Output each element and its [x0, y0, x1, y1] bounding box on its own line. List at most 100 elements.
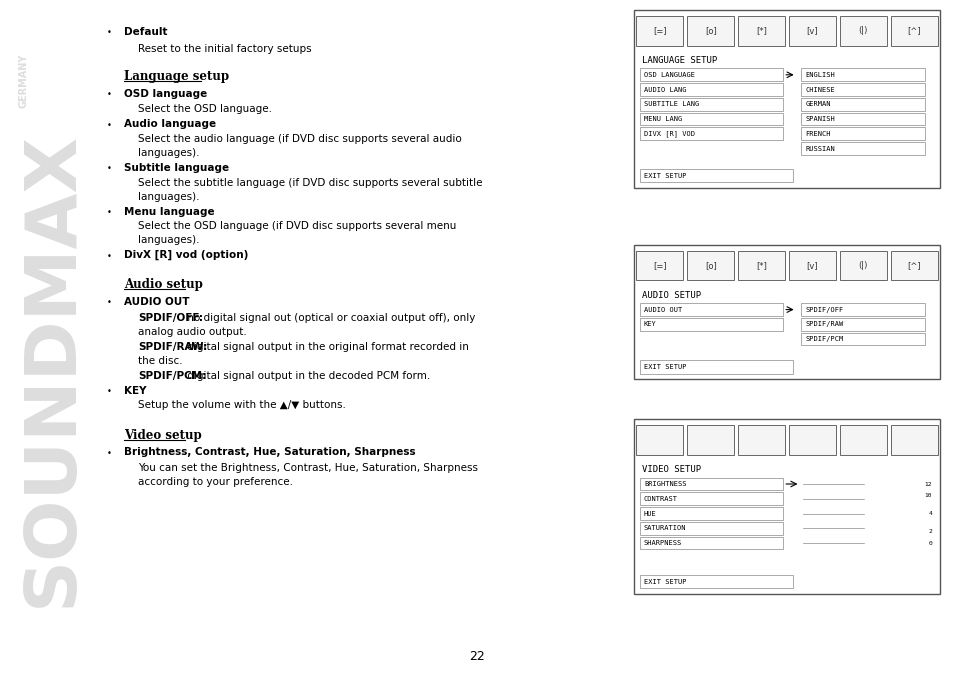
Bar — [801, 83, 923, 96]
Text: Select the subtitle language (if DVD disc supports several subtitle: Select the subtitle language (if DVD dis… — [138, 178, 482, 188]
Text: [*]: [*] — [756, 26, 766, 35]
Text: Select the audio language (if DVD disc supports several audio: Select the audio language (if DVD disc s… — [138, 134, 461, 144]
Text: EXIT SETUP: EXIT SETUP — [643, 578, 686, 585]
Text: [v]: [v] — [806, 26, 818, 35]
Text: CHINESE: CHINESE — [804, 86, 834, 92]
Bar — [639, 360, 792, 374]
Bar — [801, 68, 923, 81]
Bar — [636, 425, 682, 455]
Text: [=]: [=] — [653, 261, 666, 270]
Text: AUDIO OUT: AUDIO OUT — [124, 296, 190, 306]
Text: (|): (|) — [858, 261, 867, 270]
Text: •: • — [107, 164, 112, 173]
Bar — [639, 83, 782, 96]
Text: Audio setup: Audio setup — [124, 278, 203, 292]
Bar — [801, 303, 923, 316]
Text: languages).: languages). — [138, 192, 199, 202]
Text: digital signal output in the original format recorded in: digital signal output in the original fo… — [184, 342, 469, 352]
Bar — [839, 16, 886, 46]
Text: VIDEO SETUP: VIDEO SETUP — [641, 465, 700, 474]
Text: •: • — [107, 121, 112, 130]
Bar — [801, 98, 923, 111]
Bar — [634, 10, 939, 188]
Text: HUE: HUE — [643, 510, 656, 516]
Text: [*]: [*] — [756, 261, 766, 270]
Text: [^]: [^] — [906, 261, 920, 270]
Bar — [686, 16, 734, 46]
Text: [v]: [v] — [806, 261, 818, 270]
Text: SPDIF/PCM: SPDIF/PCM — [804, 336, 842, 342]
Text: SPDIF/PCM:: SPDIF/PCM: — [138, 371, 207, 381]
Text: Default: Default — [124, 27, 168, 37]
Bar — [639, 303, 782, 316]
Bar — [738, 16, 784, 46]
Bar — [839, 425, 886, 455]
Bar — [639, 492, 782, 505]
Text: •: • — [107, 387, 112, 396]
Text: Subtitle language: Subtitle language — [124, 163, 229, 173]
Text: SOUNDMAX: SOUNDMAX — [18, 131, 87, 607]
Bar — [639, 113, 782, 126]
Bar — [801, 142, 923, 155]
Text: [o]: [o] — [704, 261, 716, 270]
Bar — [636, 16, 682, 46]
Text: languages).: languages). — [138, 236, 199, 246]
Bar — [639, 98, 782, 111]
Text: Reset to the initial factory setups: Reset to the initial factory setups — [138, 44, 312, 53]
Text: FRENCH: FRENCH — [804, 131, 830, 137]
Bar — [890, 425, 937, 455]
Text: 2: 2 — [927, 529, 931, 534]
Text: AUDIO OUT: AUDIO OUT — [643, 306, 681, 313]
Bar — [801, 128, 923, 140]
Text: AUDIO SETUP: AUDIO SETUP — [641, 291, 700, 300]
Text: [o]: [o] — [704, 26, 716, 35]
Text: KEY: KEY — [643, 321, 656, 327]
Text: OSD language: OSD language — [124, 88, 207, 99]
Text: Select the OSD language.: Select the OSD language. — [138, 104, 272, 114]
Text: LANGUAGE SETUP: LANGUAGE SETUP — [641, 56, 717, 65]
Text: Menu language: Menu language — [124, 207, 214, 217]
Text: RUSSIAN: RUSSIAN — [804, 146, 834, 152]
Text: SPANISH: SPANISH — [804, 116, 834, 122]
Text: Brightness, Contrast, Hue, Saturation, Sharpness: Brightness, Contrast, Hue, Saturation, S… — [124, 448, 416, 458]
Text: ENGLISH: ENGLISH — [804, 72, 834, 78]
Bar — [639, 68, 782, 81]
Text: [^]: [^] — [906, 26, 920, 35]
Text: •: • — [107, 298, 112, 307]
Bar — [890, 251, 937, 280]
Text: 22: 22 — [469, 649, 484, 663]
Bar — [636, 251, 682, 280]
Text: SPDIF/OFF:: SPDIF/OFF: — [138, 313, 203, 323]
Text: according to your preference.: according to your preference. — [138, 477, 293, 487]
Text: Select the OSD language (if DVD disc supports several menu: Select the OSD language (if DVD disc sup… — [138, 221, 456, 232]
Text: [=]: [=] — [653, 26, 666, 35]
Text: •: • — [107, 90, 112, 99]
Bar — [788, 425, 835, 455]
Bar — [801, 113, 923, 126]
Text: SHARPNESS: SHARPNESS — [643, 540, 681, 546]
Text: BRIGHTNESS: BRIGHTNESS — [643, 481, 686, 487]
Text: AUDIO LANG: AUDIO LANG — [643, 86, 686, 92]
Text: You can set the Brightness, Contrast, Hue, Saturation, Sharpness: You can set the Brightness, Contrast, Hu… — [138, 463, 477, 473]
Text: KEY: KEY — [124, 385, 147, 396]
Text: Setup the volume with the ▲/▼ buttons.: Setup the volume with the ▲/▼ buttons. — [138, 400, 346, 410]
Bar — [639, 537, 782, 549]
Text: Audio language: Audio language — [124, 119, 216, 130]
Text: 10: 10 — [923, 493, 931, 498]
Bar — [801, 333, 923, 346]
Text: SPDIF/RAW:: SPDIF/RAW: — [138, 342, 208, 352]
Bar — [788, 251, 835, 280]
Bar — [639, 128, 782, 140]
Bar — [738, 251, 784, 280]
Bar — [634, 245, 939, 379]
Text: OSD LANGUAGE: OSD LANGUAGE — [643, 72, 694, 78]
Text: SUBTITLE LANG: SUBTITLE LANG — [643, 101, 699, 107]
Bar — [639, 522, 782, 535]
Text: •: • — [107, 252, 112, 261]
Text: DIVX [R] VOD: DIVX [R] VOD — [643, 130, 694, 137]
Text: EXIT SETUP: EXIT SETUP — [643, 173, 686, 179]
Text: Video setup: Video setup — [124, 429, 201, 442]
Text: languages).: languages). — [138, 148, 199, 158]
Bar — [639, 169, 792, 182]
Text: digital signal output in the decoded PCM form.: digital signal output in the decoded PCM… — [184, 371, 430, 381]
